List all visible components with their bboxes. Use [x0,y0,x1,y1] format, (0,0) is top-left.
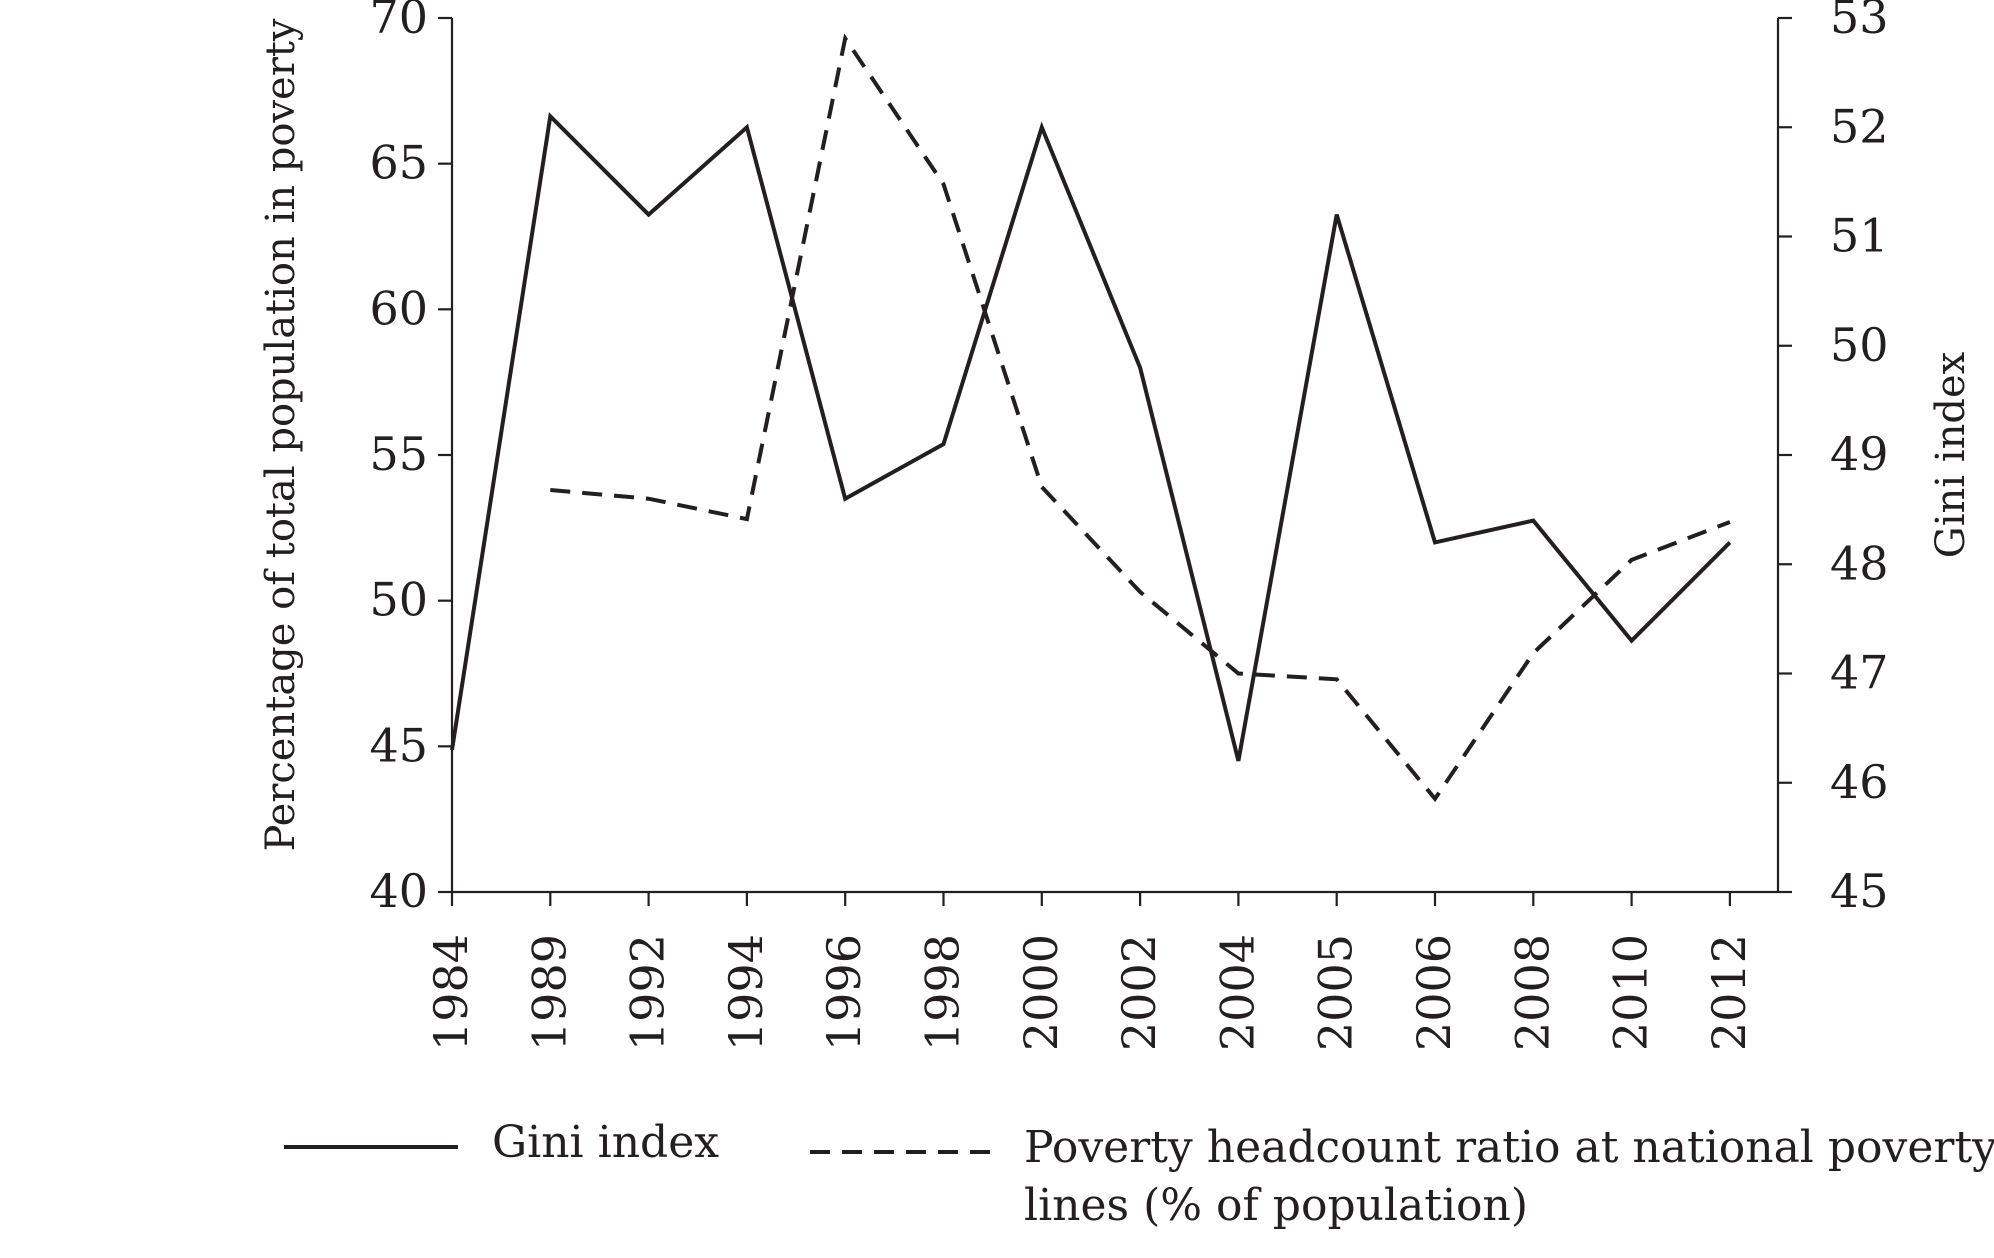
legend: Gini index Poverty headcount ratio at na… [284,1117,1994,1231]
x-tick-label: 2004 [1210,934,1264,1051]
x-tick-label: 2010 [1604,934,1658,1051]
series-layer [450,33,1732,803]
right-y-axis-ticks: 45 46 47 48 49 50 51 52 53 [1778,0,1889,918]
right-y-tick-label: 47 [1830,646,1889,700]
left-y-axis-title: Percentage of total population in povert… [258,18,304,851]
left-y-tick-label: 45 [369,718,428,772]
x-tick-label: 1992 [621,934,675,1051]
right-y-tick-label: 52 [1830,99,1889,153]
right-y-tick-label: 50 [1830,318,1889,372]
right-y-tick-label: 51 [1830,209,1889,263]
x-tick-label: 2002 [1112,934,1166,1051]
legend-item-poverty: Poverty headcount ratio at national pove… [810,1122,1994,1231]
x-tick-label: 2008 [1505,934,1559,1051]
left-y-tick-label: 70 [369,0,428,44]
x-tick-label: 1984 [424,934,478,1051]
x-axis-ticks: 1984 1989 1992 1994 1996 1998 2000 2002 2004 2005… [424,892,1756,1051]
left-y-tick-label: 50 [369,573,428,627]
legend-label-poverty-line2: lines (% of population) [1024,1180,1528,1231]
right-y-tick-label: 49 [1830,427,1889,481]
series-line-gini [450,112,1732,762]
left-y-tick-label: 65 [369,136,428,190]
series-line-poverty [550,33,1731,803]
right-y-tick-label: 46 [1830,755,1889,809]
left-y-tick-label: 60 [369,281,428,335]
left-y-tick-label: 55 [369,427,428,481]
x-tick-label: 2005 [1309,934,1363,1051]
x-tick-label: 2006 [1407,934,1461,1051]
legend-item-gini: Gini index [284,1117,719,1168]
right-y-tick-label: 48 [1830,536,1889,590]
right-y-axis-title: Gini index [1928,351,1974,558]
x-tick-label: 1994 [719,934,773,1051]
x-tick-label: 1998 [916,934,970,1051]
right-y-tick-label: 53 [1830,0,1889,44]
x-tick-label: 2012 [1702,934,1756,1051]
x-tick-label: 1989 [522,934,576,1051]
right-y-tick-label: 45 [1830,864,1889,918]
left-y-tick-label: 40 [369,864,428,918]
plot-axes [450,18,1780,894]
legend-label-gini: Gini index [492,1117,719,1168]
left-y-axis-ticks: 40 45 50 55 60 65 70 [369,0,452,918]
x-tick-label: 1996 [817,934,871,1051]
legend-label-poverty-line1: Poverty headcount ratio at national pove… [1024,1122,1994,1173]
x-tick-label: 2000 [1014,934,1068,1051]
